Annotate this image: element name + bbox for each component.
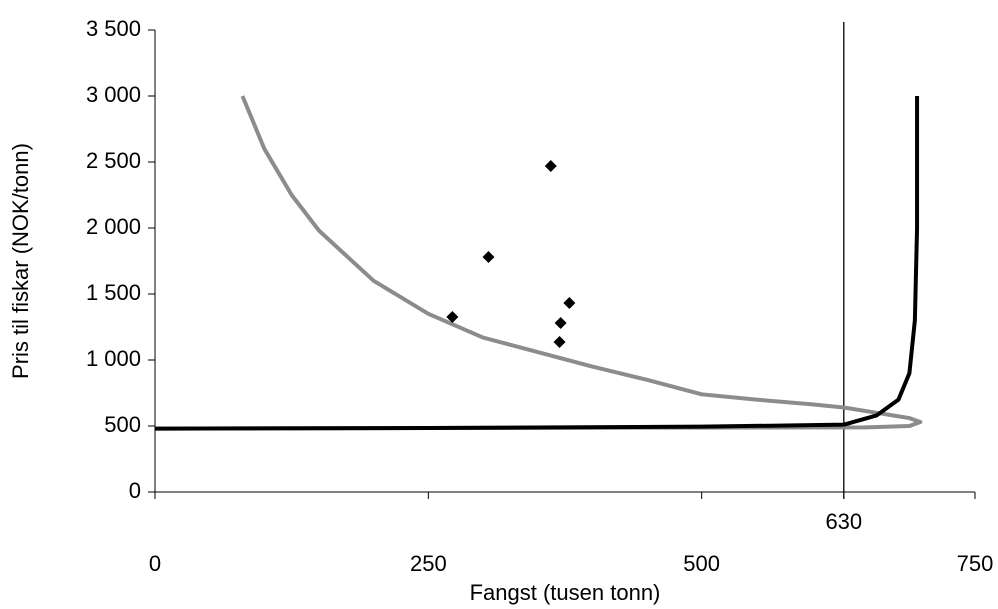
x-tick-label: 750 bbox=[957, 551, 994, 576]
y-tick-label: 1 500 bbox=[86, 280, 141, 305]
y-tick-label: 3 000 bbox=[86, 82, 141, 107]
y-tick-label: 1 000 bbox=[86, 346, 141, 371]
scatter-point bbox=[544, 159, 557, 172]
line-series bbox=[154, 96, 920, 431]
x-tick-label: 500 bbox=[683, 551, 720, 576]
scatter-point bbox=[554, 317, 567, 330]
reference-label: 630 bbox=[825, 509, 862, 534]
x-tick-label: 250 bbox=[410, 551, 447, 576]
y-tick-label: 3 500 bbox=[86, 16, 141, 41]
line-series bbox=[154, 95, 923, 431]
scatter-point bbox=[553, 336, 566, 349]
y-tick-label: 0 bbox=[129, 478, 141, 503]
y-tick-label: 2 500 bbox=[86, 148, 141, 173]
scatter-point bbox=[446, 310, 459, 323]
y-tick-label: 2 000 bbox=[86, 214, 141, 239]
scatter-point bbox=[482, 251, 495, 264]
x-axis-title: Fangst (tusen tonn) bbox=[470, 580, 661, 605]
y-tick-label: 500 bbox=[104, 412, 141, 437]
y-axis-title: Pris til fiskar (NOK/tonn) bbox=[8, 143, 33, 379]
scatter-point bbox=[563, 296, 576, 309]
x-tick-label: 0 bbox=[149, 551, 161, 576]
